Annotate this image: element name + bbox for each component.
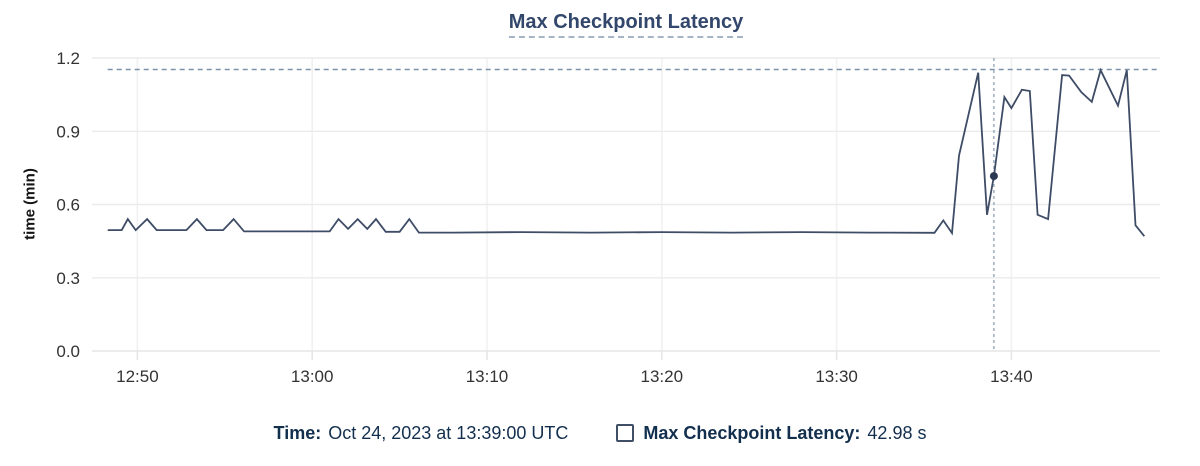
- legend: Time: Oct 24, 2023 at 13:39:00 UTC Max C…: [0, 422, 1200, 444]
- y-tick-label: 0.0: [56, 342, 80, 361]
- x-tick-label: 13:40: [990, 367, 1033, 386]
- y-tick-label: 0.3: [56, 269, 80, 288]
- legend-time-value: Oct 24, 2023 at 13:39:00 UTC: [328, 423, 569, 443]
- x-tick-label: 13:00: [291, 367, 334, 386]
- x-tick-label: 12:50: [116, 367, 159, 386]
- y-tick-label: 0.9: [56, 122, 80, 141]
- legend-checkbox-icon[interactable]: [616, 424, 635, 442]
- legend-item-max-checkpoint-latency[interactable]: Max Checkpoint Latency: 42.98 s: [616, 422, 926, 444]
- x-tick-label: 13:20: [641, 367, 684, 386]
- legend-time-label: Time:: [273, 423, 322, 443]
- selected-point-dot[interactable]: [989, 172, 998, 181]
- y-tick-label: 0.6: [56, 196, 80, 215]
- legend-series-value: 42.98 s: [867, 423, 927, 443]
- x-tick-label: 13:30: [815, 367, 858, 386]
- x-tick-label: 13:10: [466, 367, 509, 386]
- legend-series-label: Max Checkpoint Latency:: [643, 423, 861, 443]
- legend-time: Time: Oct 24, 2023 at 13:39:00 UTC: [274, 422, 569, 444]
- y-tick-label: 1.2: [56, 49, 80, 68]
- latency-chart-svg: 12:50 13:00 13:10 13:20 13:30 13:40 0.0 0.3 0.6 0…: [56, 49, 1160, 386]
- latency-line-series[interactable]: [107, 67, 1146, 237]
- chart-title[interactable]: Max Checkpoint Latency: [508, 11, 744, 38]
- chart-header: Max Checkpoint Latency: [92, 11, 1160, 38]
